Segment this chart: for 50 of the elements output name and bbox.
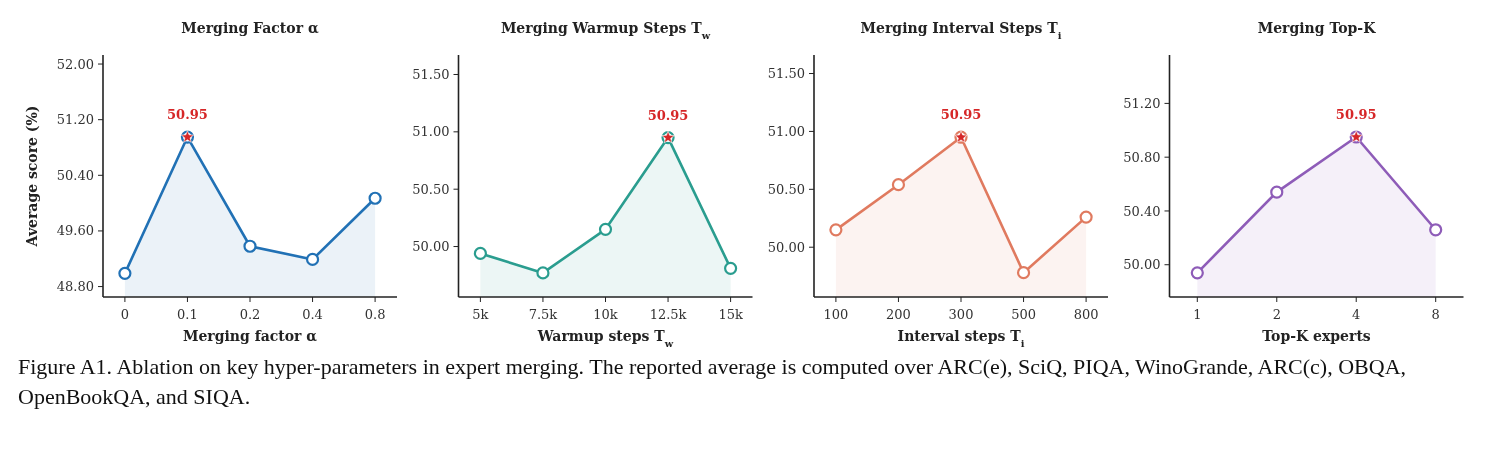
chart-title: Merging Interval Steps T$_{i}$ bbox=[860, 20, 1062, 41]
x-tick-label: 300 bbox=[948, 307, 974, 322]
x-tick-label: 100 bbox=[823, 307, 849, 322]
data-label: 50.95 bbox=[940, 107, 982, 123]
chart-title: Merging Warmup Steps T$_{w}$ bbox=[500, 20, 711, 41]
y-axis-title: Average score (%) bbox=[24, 105, 40, 248]
y-tick-label: 50.50 bbox=[767, 181, 805, 197]
x-tick-label: 1 bbox=[1193, 307, 1202, 322]
chart-title: Merging Top-K bbox=[1257, 20, 1377, 36]
y-tick-label: 51.20 bbox=[56, 112, 94, 128]
y-tick-label: 50.50 bbox=[412, 181, 450, 197]
y-tick-label: 50.80 bbox=[1123, 149, 1161, 165]
y-tick-label: 50.00 bbox=[412, 239, 450, 255]
x-axis-title: Top-K experts bbox=[1262, 328, 1371, 344]
x-axis-title: Merging factor α bbox=[182, 328, 318, 344]
x-axis-title: Warmup steps T$_{w}$ bbox=[536, 328, 674, 349]
y-tick-label: 51.00 bbox=[412, 124, 450, 140]
x-tick-label: 0.4 bbox=[302, 307, 323, 322]
x-tick-label: 200 bbox=[886, 307, 911, 322]
x-axis-title: Interval steps T$_{i}$ bbox=[897, 328, 1025, 349]
caption: Figure A1. Ablation on key hyper-parameters in expert merging. The reported average is computed over ARC(e), SciQ, PIQA, WinoGrande, ARC(c), OBQA, OpenBookQA, and SIQA. bbox=[17, 353, 1408, 411]
y-tick-label: 51.50 bbox=[412, 67, 450, 83]
y-tick-label: 52.00 bbox=[56, 56, 94, 72]
x-tick-label: 5k bbox=[472, 307, 489, 322]
y-tick-label: 51.20 bbox=[1123, 95, 1161, 111]
x-tick-label: 800 bbox=[1073, 307, 1099, 322]
x-tick-label: 12.5k bbox=[649, 307, 687, 322]
y-tick-label: 51.00 bbox=[767, 123, 805, 139]
y-tick-label: 50.00 bbox=[767, 239, 805, 255]
x-tick-label: 8 bbox=[1431, 307, 1440, 322]
x-tick-label: 2 bbox=[1272, 307, 1281, 322]
y-tick-label: 48.80 bbox=[56, 279, 94, 295]
x-tick-label: 0.1 bbox=[177, 307, 198, 322]
chart-title: Merging Factor α bbox=[181, 20, 319, 36]
data-label: 50.95 bbox=[167, 107, 208, 123]
data-label: 50.95 bbox=[1335, 107, 1377, 123]
y-tick-label: 50.00 bbox=[1123, 257, 1161, 273]
x-tick-label: 15k bbox=[718, 307, 743, 322]
y-tick-label: 50.40 bbox=[56, 167, 94, 183]
x-tick-label: 500 bbox=[1011, 307, 1036, 322]
x-tick-label: 7.5k bbox=[528, 307, 558, 322]
x-tick-label: 0 bbox=[120, 307, 130, 322]
x-tick-label: 0.2 bbox=[239, 307, 261, 322]
y-tick-label: 51.50 bbox=[767, 66, 805, 82]
x-tick-label: 10k bbox=[593, 307, 618, 322]
data-label: 50.95 bbox=[647, 107, 689, 123]
y-tick-label: 50.40 bbox=[1123, 203, 1161, 219]
x-tick-label: 4 bbox=[1352, 307, 1361, 322]
x-tick-label: 0.8 bbox=[364, 307, 386, 322]
y-tick-label: 49.60 bbox=[56, 223, 94, 239]
